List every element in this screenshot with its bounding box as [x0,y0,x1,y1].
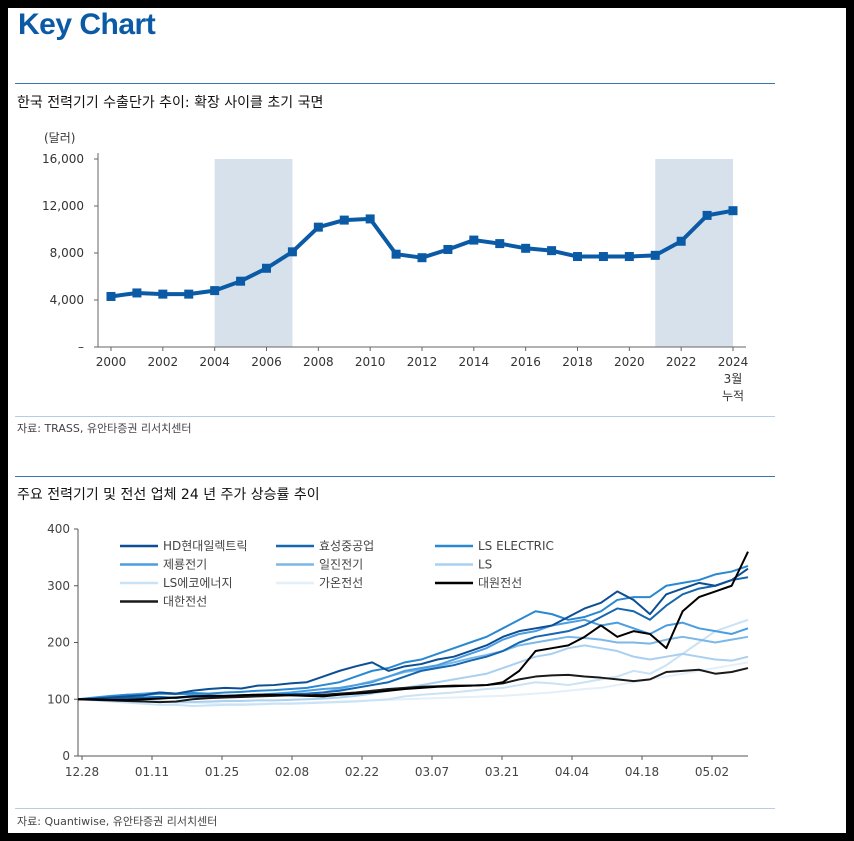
chart1-xtick-label: 2016 [510,355,541,369]
chart1-data-point [469,235,479,245]
chart2-xtick-label: 04.18 [625,765,659,779]
chart2-xtick-label: 03.07 [415,765,449,779]
chart1-data-point [521,243,531,253]
chart2-xtick-label: 03.21 [485,765,519,779]
chart1-data-point [262,263,271,273]
chart1-data-point [624,252,634,262]
chart1-data-point [158,289,168,299]
chart1-source: 자료: TRASS, 유안타증권 리서치센터 [17,422,192,435]
chart2-source: 자료: Quantiwise, 유안타증권 리서치센터 [17,815,218,828]
series-line-4 [77,635,749,701]
chart1-data-point [391,249,401,259]
chart1-caption: 한국 전력기기 수출단가 추이: 확장 사이클 초기 국면 [17,95,324,111]
chart1-data-point [210,286,220,296]
chart2-axes: 0 100 200 300 400 12.28 01.11 01.25 02.08 02.22 03… [47,522,748,779]
chart1-xtick-label: 2010 [355,355,386,369]
chart1-data-point [728,206,738,216]
chart1-data-point [650,250,660,260]
chart1-xtick-label: 2004 [199,355,230,369]
chart1-data-point [132,288,142,298]
legend-label-0: HD현대일렉트릭 [163,539,248,553]
shaded-range-0 [214,159,293,347]
chart2-ytick-label: 200 [47,636,70,650]
chart1-xtick-label: 2022 [666,355,697,369]
chart2-xtick-label: 02.22 [345,765,379,779]
chart1-data-point [339,215,349,225]
chart1-unit-label: (달러) [44,131,75,145]
chart2-ytick-label: 300 [47,579,70,593]
chart1-data-point [547,246,557,256]
chart1-xtick-label: 2008 [303,355,334,369]
chart1-xtick-label: 2000 [96,355,127,369]
chart2-caption: 주요 전력기기 및 전선 업체 24 년 주가 상승률 추이 [17,487,320,503]
chart1-data-point [106,291,116,301]
legend-label-9: 대한전선 [163,595,207,609]
series-line-8 [78,551,749,701]
chart1-xtick-label: 2014 [459,355,490,369]
legend-label-7: 가온전선 [319,576,363,590]
chart1-axes: (달러) – 4,000 8,000 12,000 16,000 2000 2002 2004 2… [42,131,748,403]
chart2-xtick-label: 04.04 [555,765,589,779]
chart2-xtick-label: 02.08 [275,765,309,779]
chart1-data-point [702,210,712,220]
series-line-2 [77,564,749,701]
legend-label-2: LS ELECTRIC [478,539,554,553]
legend-label-5: LS [478,558,492,572]
legend-label-4: 일진전기 [319,558,363,572]
shaded-range-1 [655,159,733,347]
export-price-chart: (달러) – 4,000 8,000 12,000 16,000 2000 2002 2004 2… [42,131,748,403]
chart2-ytick-label: 400 [47,522,70,536]
legend-label-3: 제룡전기 [163,558,207,572]
chart1-xtick-label: 2018 [562,355,593,369]
chart2-xtick-label: 12.28 [65,765,99,779]
chart1-data-point [598,252,608,262]
chart2-legend: HD현대일렉트릭 효성중공업 LS ELECTRIC 제룡전기 일진전기 LS LS에코에너… [120,539,554,609]
chart1-data-point [313,222,323,232]
chart1-ytick-label: – [78,340,84,354]
chart1-xtick-label: 2024 [718,355,749,369]
chart1-ytick-label: 12,000 [42,199,84,213]
chart1-ytick-label: 4,000 [50,293,84,307]
chart1-ytick-label: 8,000 [50,246,84,260]
chart1-xtick-label: 2006 [251,355,282,369]
chart1-data-point [495,239,505,249]
chart2-xtick-label: 01.11 [135,765,169,779]
chart2-xtick-label: 05.02 [695,765,729,779]
chart1-data-point [443,244,453,254]
legend-label-1: 효성중공업 [319,539,374,553]
chart1-xtick-label: 누적 [722,389,744,403]
chart1-data-point [184,289,194,299]
chart1-xtick-label: 2002 [148,355,179,369]
series-line-9 [77,667,749,704]
chart1-xtick-label: 3월 [724,372,743,386]
chart1-xtick-label: 2020 [614,355,645,369]
series-line-0 [77,567,749,701]
legend-label-8: 대원전선 [478,576,522,590]
chart2-ytick-label: 100 [47,692,70,706]
chart2-divider [15,808,775,809]
chart1-data-point [573,252,582,262]
chart1-data-point [236,276,246,286]
title-divider [15,83,775,84]
chart1-data-point [417,253,427,263]
chart1-data-point [676,236,686,246]
chart1-ytick-label: 16,000 [42,152,84,166]
series-line-3 [77,618,749,701]
chart2-top-divider [15,476,775,477]
page-title: Key Chart [18,8,156,41]
chart1-data-point [287,247,297,257]
stock-return-chart: 0 100 200 300 400 12.28 01.11 01.25 02.08 02.22 03… [47,522,749,779]
chart2-xtick-label: 01.25 [205,765,239,779]
chart1-xtick-label: 2012 [407,355,438,369]
chart1-divider [15,416,775,417]
chart2-ytick-label: 0 [62,749,70,763]
chart1-data-point [365,214,375,224]
legend-label-6: LS에코에너지 [163,576,233,590]
series-line-6 [77,618,749,708]
